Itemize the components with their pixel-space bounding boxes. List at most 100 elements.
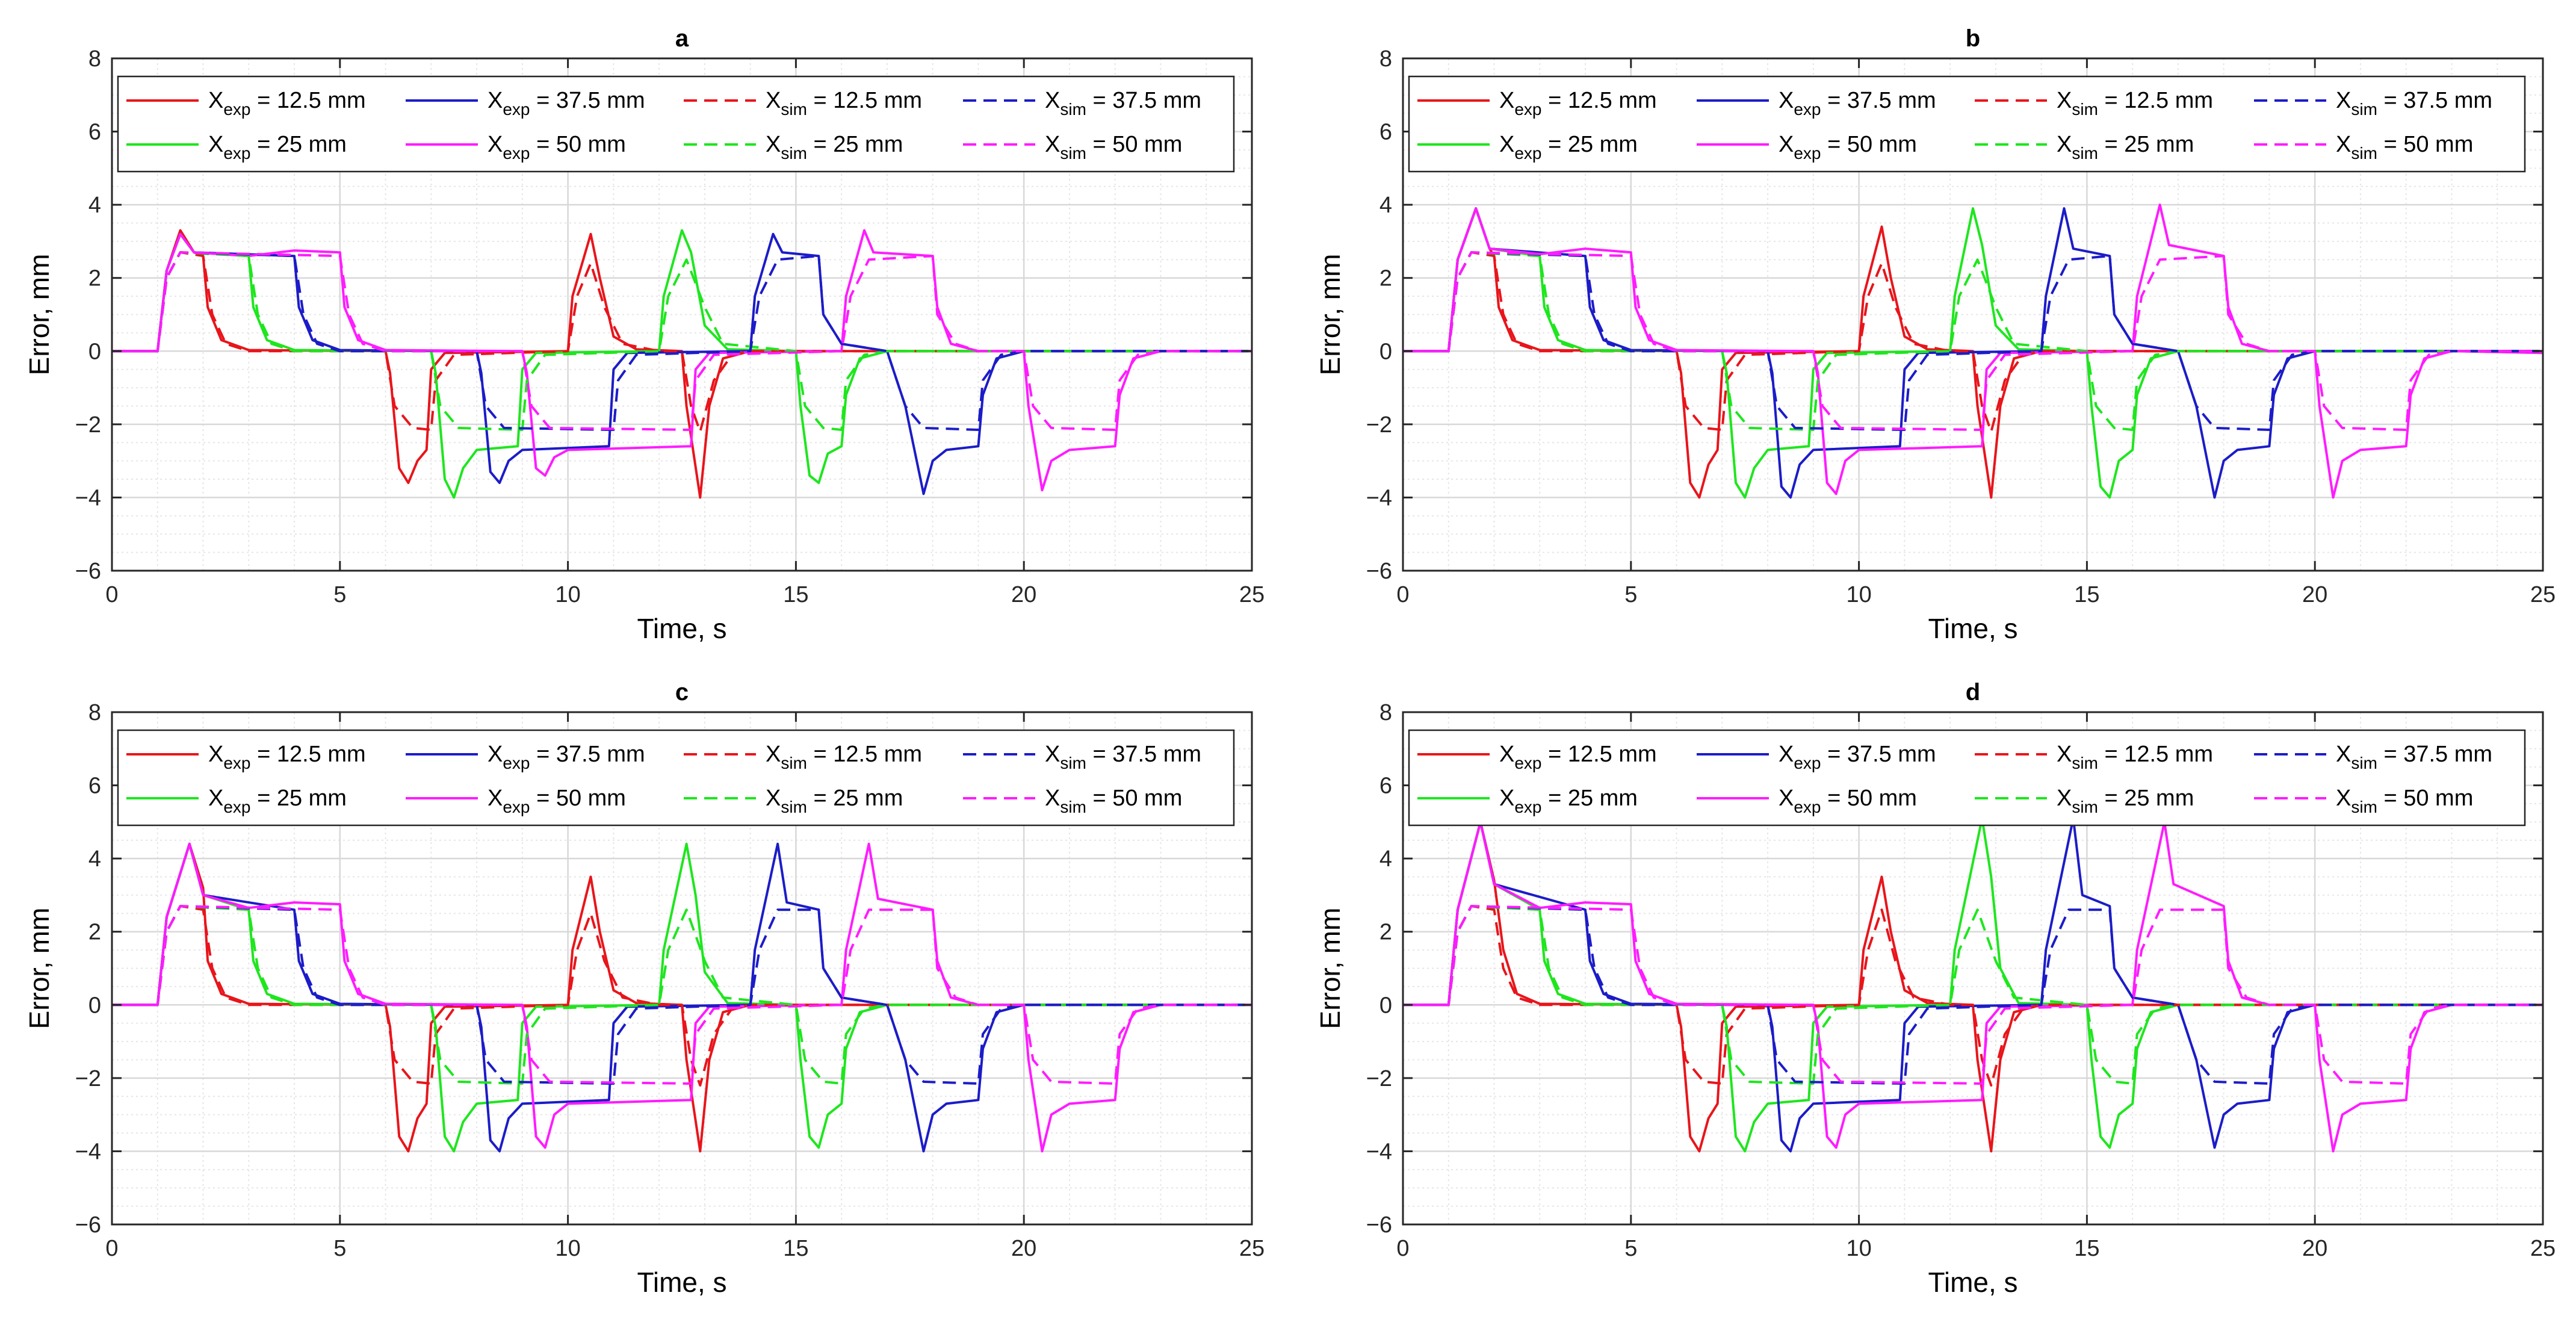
legend-label: Xsim = 25 mm	[766, 786, 903, 816]
y-axis-label: Error, mm	[23, 254, 55, 376]
x-tick-label: 25	[1239, 1236, 1265, 1261]
x-tick-label: 20	[2302, 1236, 2327, 1261]
legend-label: Xexp = 25 mm	[208, 786, 347, 816]
x-tick-label: 0	[1396, 582, 1409, 607]
legend-label: Xsim = 50 mm	[1045, 786, 1182, 816]
y-tick-label: 0	[88, 339, 101, 364]
y-tick-label: −4	[75, 1139, 101, 1164]
series-line	[112, 842, 1252, 1153]
y-tick-label: 2	[88, 920, 101, 945]
y-tick-label: −6	[75, 1212, 101, 1238]
y-tick-label: 0	[88, 993, 101, 1018]
x-tick-label: 20	[1011, 582, 1036, 607]
series-line	[112, 251, 1252, 433]
y-tick-label: 4	[88, 193, 101, 218]
series-line	[112, 251, 1252, 431]
series-line	[1403, 905, 2543, 1085]
legend-box	[1408, 729, 2526, 827]
series-group	[1403, 203, 2543, 499]
x-axis-label: Time, s	[1928, 1267, 2017, 1298]
legend-label: Xexp = 50 mm	[488, 132, 626, 163]
legend: Xexp = 12.5 mm Xexp = 37.5 mm Xsim = 12.5 …	[117, 75, 1235, 173]
series-line	[112, 905, 1252, 1085]
legend-label: Xexp = 37.5 mm	[1779, 88, 1936, 119]
y-tick-label: −2	[75, 1066, 101, 1091]
x-tick-label: 0	[105, 582, 118, 607]
x-tick-label: 20	[1011, 1236, 1036, 1261]
series-line	[1403, 251, 2543, 431]
x-tick-label: 5	[1624, 582, 1637, 607]
y-tick-label: 6	[88, 774, 101, 799]
axes-box	[1402, 711, 2544, 1226]
y-tick-label: −6	[1366, 1212, 1392, 1238]
series-line	[112, 251, 1252, 431]
x-tick-label: 10	[1846, 1236, 1871, 1261]
legend-label: Xexp = 12.5 mm	[208, 742, 366, 772]
y-tick-label: 4	[88, 846, 101, 872]
y-tick-label: 2	[1379, 920, 1392, 945]
y-tick-label: −4	[75, 485, 101, 510]
y-tick-label: 2	[88, 266, 101, 291]
y-tick-label: 8	[1379, 46, 1392, 72]
x-tick-label: 10	[1846, 582, 1871, 607]
legend: Xexp = 12.5 mm Xexp = 37.5 mm Xsim = 12.5 …	[1408, 75, 2526, 173]
y-tick-label: 6	[88, 120, 101, 145]
legend-label: Xexp = 50 mm	[1779, 132, 1917, 163]
y-tick-label: 8	[88, 700, 101, 725]
series-line	[1403, 821, 2543, 1153]
series-line	[112, 842, 1252, 1153]
legend-label: Xexp = 12.5 mm	[1499, 742, 1657, 772]
chart-panel-b: 0 5 10 15 20 25 −6 −4 −2 0 2 4 6 8 b Time, s Error, mm Xe…	[1314, 25, 2556, 644]
x-axis-label: Time, s	[1928, 613, 2017, 644]
legend-box	[117, 75, 1235, 173]
y-tick-label: 2	[1379, 266, 1392, 291]
x-tick-label: 10	[555, 1236, 580, 1261]
series-line	[1403, 251, 2543, 433]
series-line	[1403, 905, 2543, 1087]
panel-title: c	[675, 679, 689, 706]
legend-label: Xexp = 37.5 mm	[488, 742, 645, 772]
legend-label: Xsim = 50 mm	[1045, 132, 1182, 163]
legend-label: Xexp = 25 mm	[1499, 132, 1638, 163]
series-group	[112, 229, 1252, 499]
y-tick-label: 4	[1379, 846, 1392, 872]
legend-label: Xsim = 12.5 mm	[2057, 88, 2213, 119]
legend-box	[1408, 75, 2526, 173]
y-tick-label: −2	[75, 412, 101, 438]
series-line	[112, 905, 1252, 1087]
y-tick-label: 8	[88, 46, 101, 72]
series-line	[1403, 207, 2543, 499]
legend-label: Xexp = 12.5 mm	[1499, 88, 1657, 119]
series-line	[1403, 251, 2543, 431]
x-tick-label: 25	[1239, 582, 1265, 607]
series-line	[1403, 251, 2543, 431]
legend-label: Xsim = 12.5 mm	[766, 88, 922, 119]
legend-label: Xsim = 50 mm	[2336, 132, 2473, 163]
chart-panel-a: 0 5 10 15 20 25 −6 −4 −2 0 2 4 6 8 a Time, s Error, mm Xe…	[23, 25, 1265, 644]
y-tick-label: 4	[1379, 193, 1392, 218]
x-tick-label: 0	[1396, 1236, 1409, 1261]
legend: Xexp = 12.5 mm Xexp = 37.5 mm Xsim = 12.5 …	[117, 729, 1235, 827]
legend-label: Xsim = 37.5 mm	[2336, 88, 2492, 119]
y-axis-label: Error, mm	[1314, 254, 1346, 376]
y-tick-label: 0	[1379, 339, 1392, 364]
series-line	[112, 229, 1252, 499]
x-tick-label: 20	[2302, 582, 2327, 607]
legend-label: Xsim = 25 mm	[2057, 786, 2194, 816]
y-tick-label: −4	[1366, 1139, 1392, 1164]
legend-label: Xexp = 25 mm	[1499, 786, 1638, 816]
axes-box	[1402, 57, 2544, 572]
series-line	[1403, 905, 2543, 1085]
chart-panel-d: 0 5 10 15 20 25 −6 −4 −2 0 2 4 6 8 d Time, s Error, mm Xe…	[1314, 679, 2556, 1298]
y-tick-label: 0	[1379, 993, 1392, 1018]
series-line	[1403, 817, 2543, 1153]
chart-panel-c: 0 5 10 15 20 25 −6 −4 −2 0 2 4 6 8 c Time, s Error, mm Xe…	[23, 679, 1265, 1298]
legend-label: Xsim = 50 mm	[2336, 786, 2473, 816]
y-axis-label: Error, mm	[1314, 908, 1346, 1029]
x-tick-label: 0	[105, 1236, 118, 1261]
legend-label: Xexp = 25 mm	[208, 132, 347, 163]
x-tick-label: 15	[783, 1236, 808, 1261]
x-axis-label: Time, s	[637, 613, 726, 644]
y-axis-label: Error, mm	[23, 908, 55, 1029]
axes-box	[111, 711, 1253, 1226]
